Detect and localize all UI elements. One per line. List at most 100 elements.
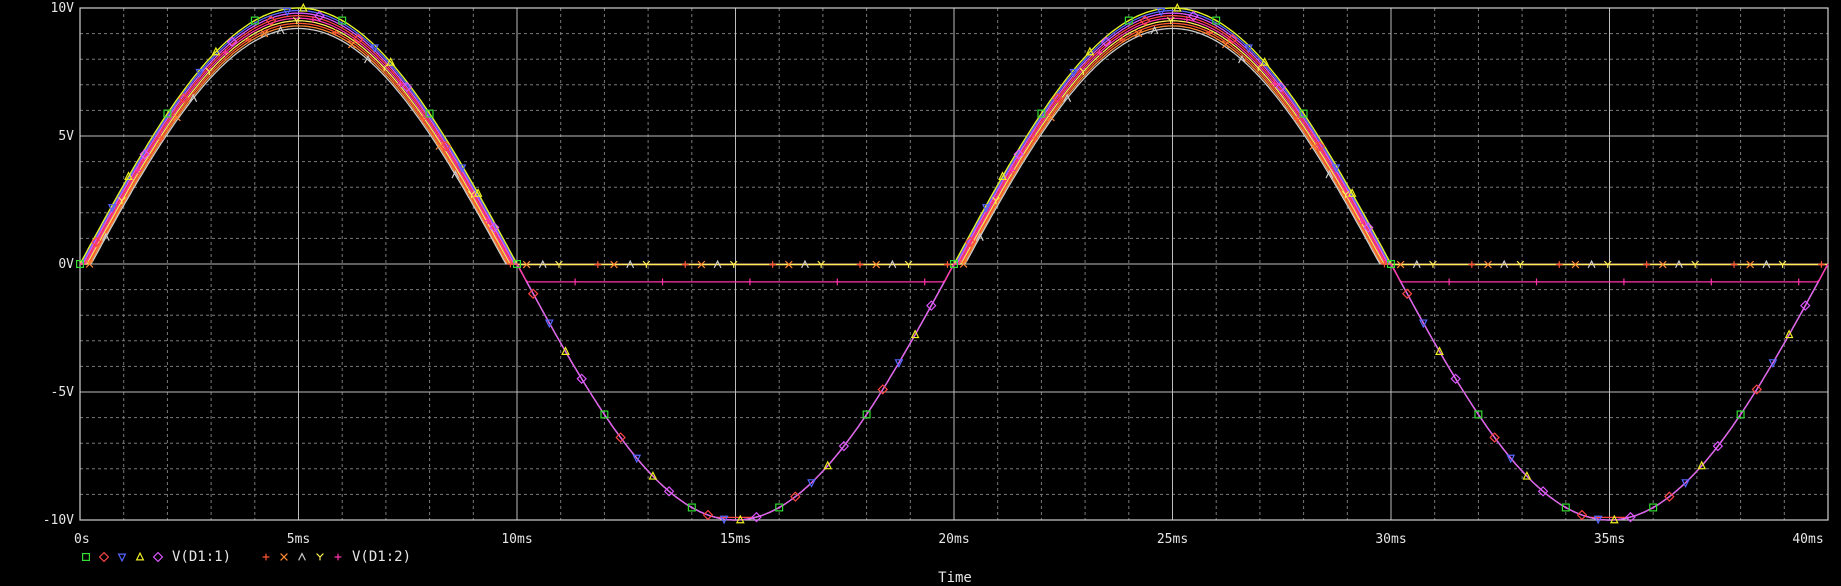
series-marker-8 xyxy=(642,260,651,268)
legend-marker xyxy=(262,553,270,561)
series-marker-7 xyxy=(1500,259,1509,269)
series-marker-9 xyxy=(222,49,229,57)
series-marker-0 xyxy=(1736,410,1745,419)
series-marker-8 xyxy=(904,260,913,268)
x-tick-labels: 0s 5ms 10ms 15ms 20ms 25ms 30ms 35ms 40ms xyxy=(74,532,1824,547)
series-marker-7 xyxy=(975,232,984,241)
series-marker-8 xyxy=(467,190,476,199)
series-marker-2 xyxy=(1069,68,1079,78)
series-marker-1 xyxy=(265,15,277,26)
series-marker-5 xyxy=(507,260,514,268)
series-marker-6 xyxy=(1221,40,1230,49)
series-marker-4 xyxy=(1363,222,1374,233)
series-marker-4 xyxy=(838,440,850,452)
x-tick-label: 5ms xyxy=(287,532,310,547)
series-marker-9 xyxy=(1358,217,1366,225)
series-marker-1 xyxy=(1576,509,1588,521)
series-marker-6 xyxy=(872,260,881,269)
series-marker-2 xyxy=(1156,7,1166,17)
series-marker-1 xyxy=(877,384,889,395)
series-marker-5 xyxy=(856,261,864,268)
series-marker-3 xyxy=(1522,470,1532,480)
series-marker-4 xyxy=(1450,373,1461,385)
series-marker-9 xyxy=(309,16,317,24)
series-marker-2 xyxy=(370,44,379,54)
series-marker-1 xyxy=(1139,15,1151,26)
series-marker-2 xyxy=(544,319,554,329)
series-marker-1 xyxy=(1227,33,1238,45)
series-marker-0 xyxy=(425,109,434,118)
series-marker-1 xyxy=(527,288,539,299)
series-marker-1 xyxy=(1489,432,1500,443)
series-marker-2 xyxy=(1593,515,1603,525)
series-marker-6 xyxy=(1396,260,1405,269)
series-marker-6 xyxy=(697,260,706,269)
series-marker-1 xyxy=(440,140,452,152)
series-marker-2 xyxy=(1506,454,1516,464)
series-marker-5 xyxy=(681,261,689,268)
series-marker-4 xyxy=(751,511,762,523)
x-tick-label: 30ms xyxy=(1375,532,1406,547)
y-tick-label: -5V xyxy=(51,385,75,400)
series-marker-2 xyxy=(457,164,467,174)
series-marker-5 xyxy=(157,135,165,143)
series-marker-2 xyxy=(1331,164,1341,174)
series-marker-6 xyxy=(435,142,444,150)
series-marker-7 xyxy=(364,55,372,64)
x-tick-label: 20ms xyxy=(938,532,969,547)
y-tick-label: 10V xyxy=(51,1,75,16)
series-marker-9 xyxy=(1620,278,1628,286)
series-marker-4 xyxy=(314,10,325,22)
series-marker-4 xyxy=(1625,511,1636,523)
series-marker-8 xyxy=(1166,16,1175,25)
series-marker-0 xyxy=(1474,410,1483,419)
series-marker-7 xyxy=(101,232,110,241)
series-marker-6 xyxy=(784,260,793,269)
series-marker-3 xyxy=(1347,188,1357,197)
series-marker-1 xyxy=(1751,384,1763,395)
series-marker-5 xyxy=(332,29,340,36)
series-marker-7 xyxy=(276,25,285,35)
series-marker-2 xyxy=(981,204,991,213)
series-marker-5 xyxy=(1468,261,1476,268)
series-marker-8 xyxy=(1429,260,1437,268)
y-tick-label: 0V xyxy=(58,257,74,272)
series-marker-7 xyxy=(1412,259,1421,269)
series-marker-6 xyxy=(1658,260,1667,269)
series-marker-2 xyxy=(1418,319,1428,329)
series-marker-9 xyxy=(1707,278,1715,286)
legend-marker xyxy=(334,553,342,561)
series-marker-8 xyxy=(1341,190,1350,199)
series-marker-5 xyxy=(1643,261,1651,268)
series-marker-3 xyxy=(386,56,396,66)
series-marker-5 xyxy=(944,261,951,268)
series-marker-8 xyxy=(729,260,738,268)
series-marker-3 xyxy=(1260,56,1270,66)
series-marker-4 xyxy=(1100,36,1112,48)
series-marker-7 xyxy=(626,259,635,269)
series-marker-6 xyxy=(1309,142,1318,150)
series-marker-3 xyxy=(648,470,658,480)
series-marker-4 xyxy=(663,486,675,497)
y-tick-label: -10V xyxy=(43,513,74,528)
series-marker-5 xyxy=(1118,36,1126,44)
series-marker-1 xyxy=(353,33,364,45)
legend-marker xyxy=(280,553,288,561)
series-marker-0 xyxy=(775,503,784,512)
series-marker-2 xyxy=(894,359,904,368)
series-marker-3 xyxy=(473,188,483,197)
series-marker-5 xyxy=(1555,261,1563,268)
series-marker-6 xyxy=(85,260,94,268)
series-marker-3 xyxy=(211,46,221,56)
series-marker-7 xyxy=(1063,93,1072,103)
series-marker-0 xyxy=(75,260,84,269)
marker-layer xyxy=(75,2,1825,525)
series-marker-6 xyxy=(610,260,618,269)
series-marker-0 xyxy=(1649,503,1658,512)
series-marker-5 xyxy=(1818,261,1825,268)
series-marker-4 xyxy=(1537,486,1549,497)
series-marker-0 xyxy=(687,503,696,512)
x-tick-label: 35ms xyxy=(1594,532,1625,547)
series-marker-1 xyxy=(1314,140,1326,152)
